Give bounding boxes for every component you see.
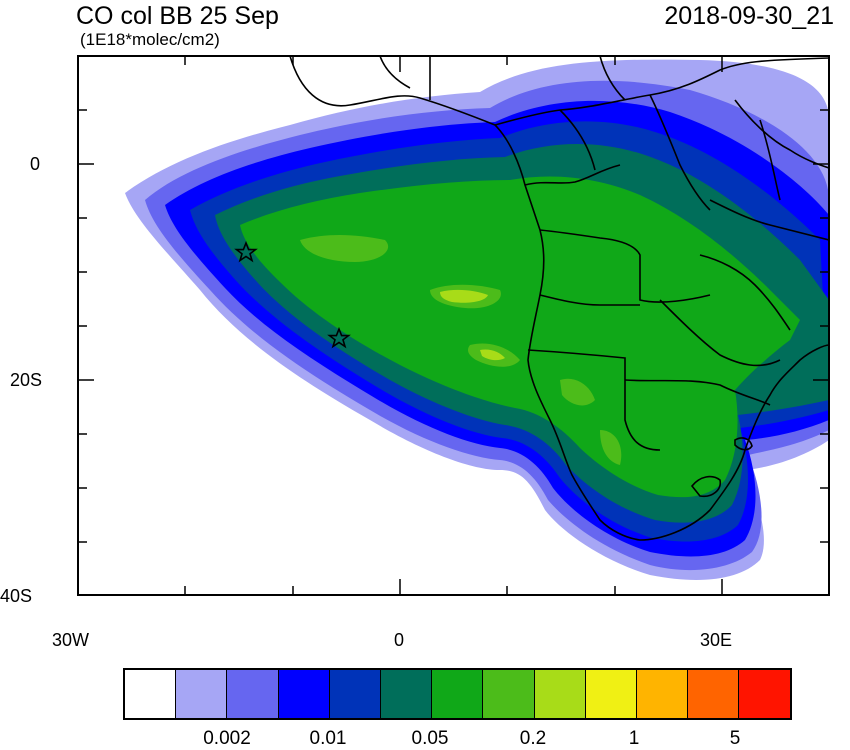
colorbar-swatch [483, 670, 535, 718]
co-plume-contours [125, 56, 829, 580]
x-tick-label-30w: 30W [52, 630, 90, 650]
colorbar [123, 668, 793, 720]
timestamp-label: 2018-09-30_21 [664, 2, 834, 30]
colorbar-swatch [380, 670, 433, 718]
colorbar-swatch [432, 670, 484, 718]
y-tick-label-40s: 40S [0, 586, 33, 606]
colorbar-swatch [329, 670, 381, 718]
x-tick-label-30e: 30E [700, 630, 733, 650]
plot-title: CO col BB 25 Sep [76, 2, 279, 30]
colorbar-swatch [176, 670, 228, 718]
units-label: (1E18*molec/cm2) [80, 30, 220, 49]
colorbar-label-0-01: 0.01 [309, 728, 347, 749]
colorbar-swatch [636, 670, 689, 718]
colorbar-swatch [534, 670, 586, 718]
axis-ticks [77, 55, 830, 596]
colorbar-swatch [688, 670, 740, 718]
colorbar-swatch [227, 670, 279, 718]
colorbar-label-0-05: 0.05 [411, 728, 449, 749]
coastlines-and-borders [289, 56, 829, 541]
colorbar-label-0-2: 0.2 [519, 728, 547, 749]
marker-stars [234, 240, 351, 349]
colorbar-swatch [278, 670, 330, 718]
x-tick-label-0: 0 [394, 630, 405, 650]
colorbar-swatch [125, 670, 177, 718]
star-marker-1 [234, 240, 258, 263]
colorbar-label-0-002: 0.002 [203, 728, 251, 749]
colorbar-swatch [739, 670, 791, 718]
contour-0-2 [300, 235, 622, 465]
colorbar-label-1: 1 [628, 728, 640, 749]
star-marker-2 [327, 326, 351, 349]
colorbar-label-5: 5 [729, 728, 741, 749]
y-tick-label-0: 0 [30, 154, 41, 174]
y-tick-label-20s: 20S [10, 370, 43, 390]
colorbar-swatch [585, 670, 637, 718]
contour-0-5 [440, 289, 505, 361]
